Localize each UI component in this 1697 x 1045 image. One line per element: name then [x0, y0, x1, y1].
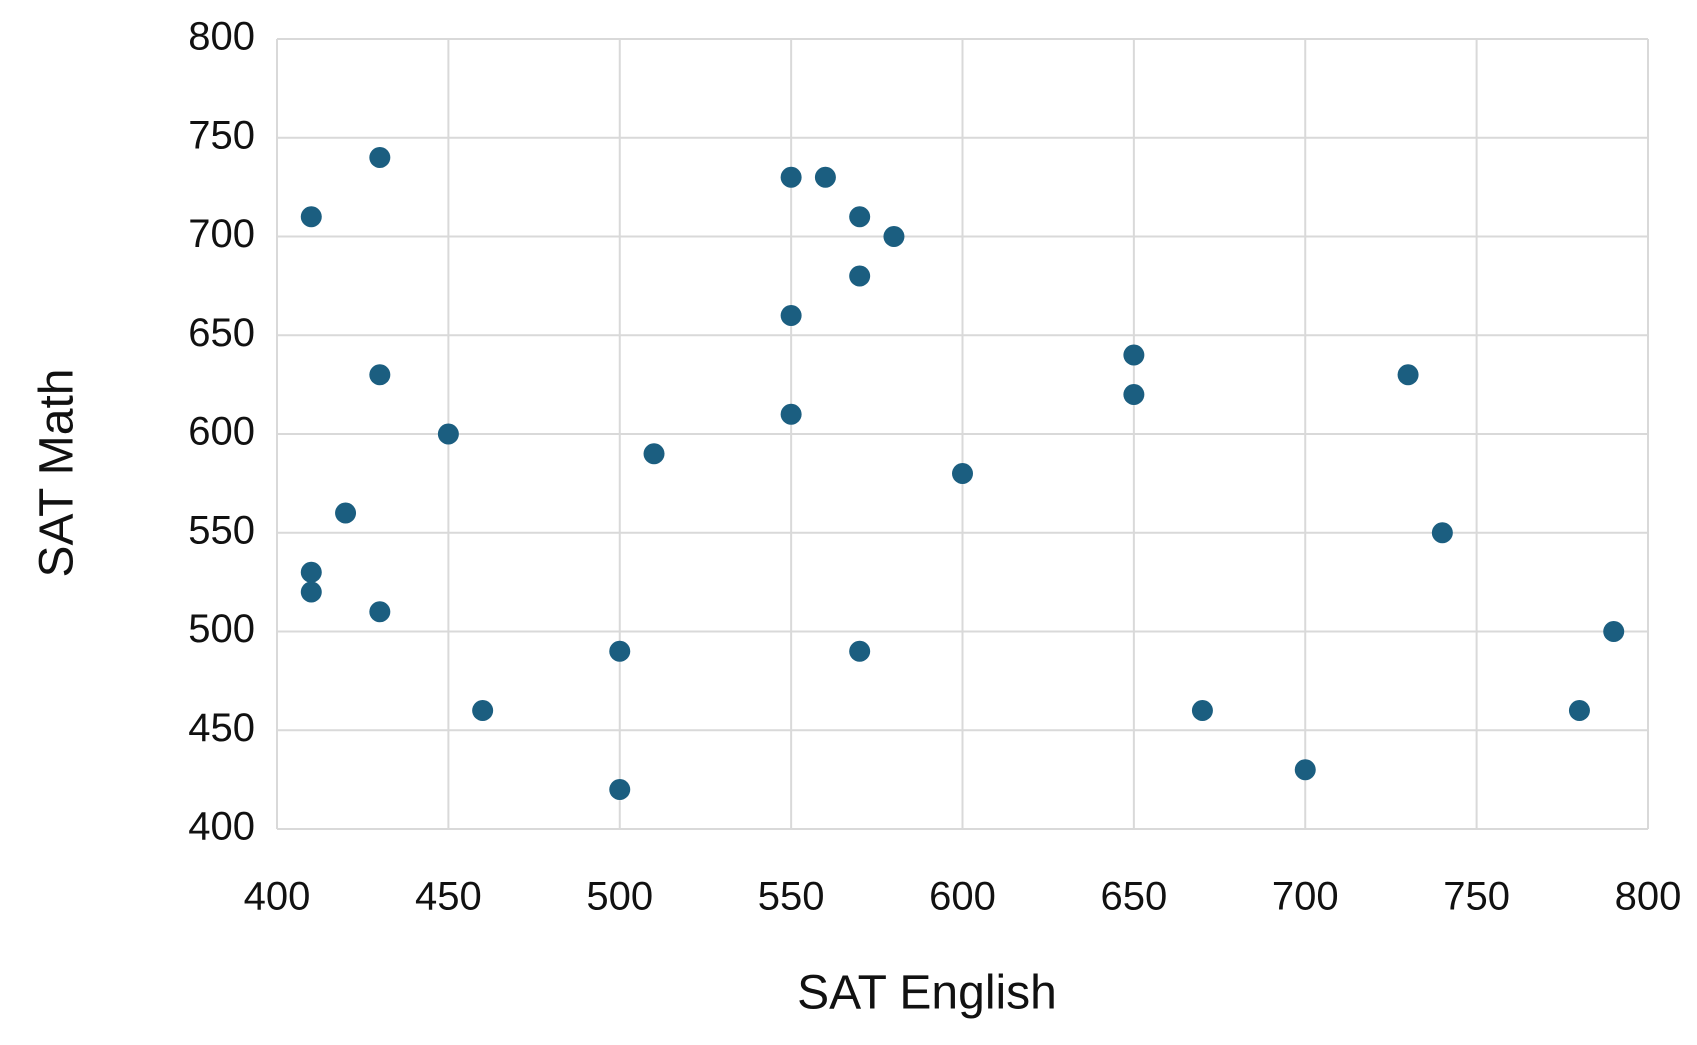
point: [609, 779, 631, 800]
y-tick-label: 600: [188, 410, 255, 454]
point: [780, 403, 802, 425]
x-tick-label: 600: [929, 875, 996, 919]
point: [1123, 384, 1145, 405]
y-tick-label: 700: [188, 212, 255, 256]
y-tick-label: 450: [188, 706, 255, 750]
x-tick-label: 750: [1443, 875, 1510, 919]
y-axis-title: SAT Math: [31, 369, 84, 578]
x-tick-label: 650: [1101, 875, 1168, 919]
y-tick-label: 750: [188, 113, 255, 157]
point: [814, 166, 836, 188]
point: [369, 364, 391, 386]
x-tick-label: 700: [1272, 875, 1339, 919]
point: [849, 206, 871, 228]
point: [780, 166, 802, 188]
point: [1397, 364, 1419, 386]
y-tick-label: 800: [188, 15, 255, 59]
x-tick-label: 450: [415, 875, 482, 919]
point: [849, 640, 871, 662]
point: [780, 305, 802, 326]
point: [300, 581, 322, 603]
point: [952, 463, 973, 484]
point: [609, 640, 631, 662]
point: [1294, 759, 1316, 781]
x-tick-label: 400: [244, 875, 311, 919]
point: [300, 206, 322, 228]
point: [472, 700, 494, 721]
y-tick-label: 550: [188, 508, 255, 552]
point: [1568, 700, 1590, 721]
point: [369, 601, 391, 623]
point: [849, 265, 871, 287]
point: [1191, 700, 1213, 721]
x-tick-label: 800: [1615, 875, 1682, 919]
x-tick-label: 500: [586, 875, 653, 919]
point: [300, 561, 322, 583]
y-tick-label: 650: [188, 311, 255, 355]
y-tick-label: 500: [188, 607, 255, 651]
point: [335, 502, 357, 524]
x-axis-title: SAT English: [797, 967, 1057, 1020]
y-tick-label: 400: [188, 805, 255, 849]
point: [437, 423, 459, 445]
point: [1431, 522, 1453, 544]
x-tick-label: 550: [758, 875, 825, 919]
point: [1603, 621, 1625, 642]
point: [369, 147, 391, 168]
point: [643, 443, 665, 465]
point: [883, 226, 905, 247]
point: [1123, 344, 1145, 366]
